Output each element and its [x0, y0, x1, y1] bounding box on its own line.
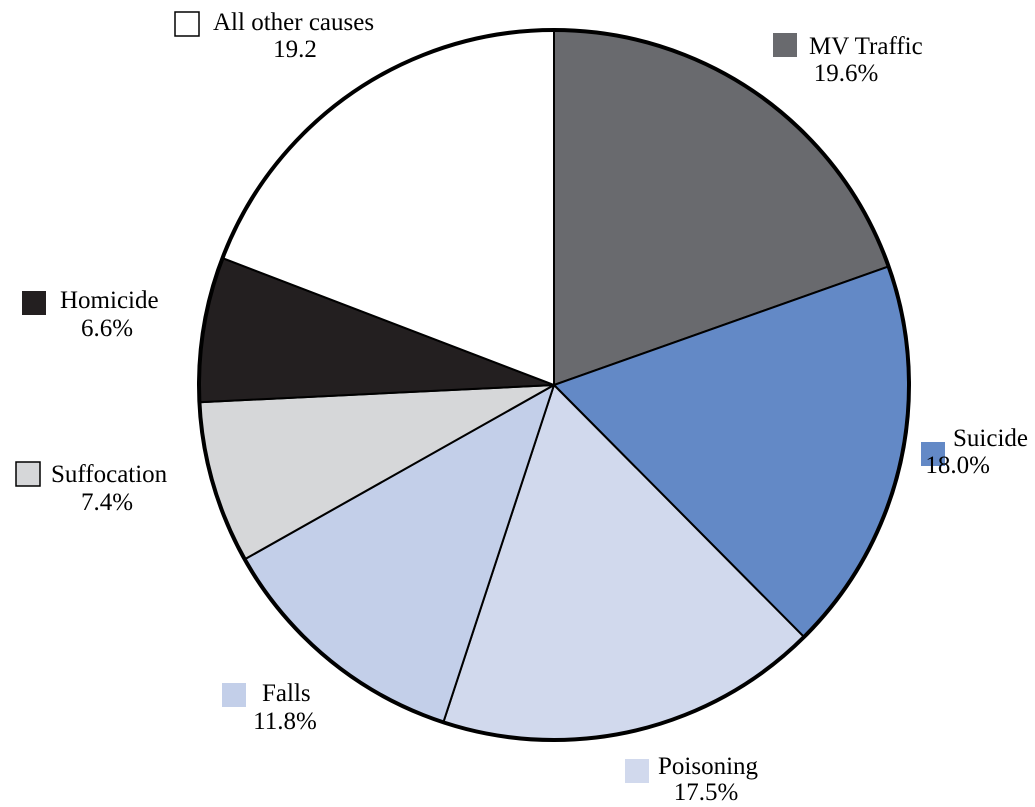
slice-value-poisoning: 17.5% [674, 779, 739, 806]
legend-swatch-mv-traffic [773, 33, 797, 57]
pie-slices [197, 28, 911, 742]
slice-value-homicide: 6.6% [81, 315, 133, 342]
legend-swatch-suicide [921, 442, 945, 466]
slice-label-suicide: Suicide [953, 425, 1028, 452]
slice-value-suffocation: 7.4% [81, 489, 133, 516]
slice-label-homicide: Homicide [60, 287, 159, 314]
slice-value-suicide: 18.0% [925, 452, 990, 479]
legend-swatch-falls [222, 683, 246, 707]
slice-label-all-other-causes: All other causes [213, 9, 374, 36]
legend-swatch-poisoning [625, 759, 649, 783]
legend-swatch-suffocation [15, 461, 41, 487]
slice-label-falls: Falls [262, 680, 311, 707]
slice-value-mv-traffic: 19.6% [814, 60, 879, 87]
slice-value-falls: 11.8% [253, 708, 317, 735]
slice-value-all-other-causes: 19.2 [273, 36, 317, 63]
legend-swatch-homicide [22, 291, 46, 315]
slice-label-mv-traffic: MV Traffic [809, 33, 923, 60]
legend-swatch-all-other-causes [174, 11, 200, 37]
slice-label-suffocation: Suffocation [51, 461, 168, 488]
pie-outline [197, 28, 911, 742]
slice-label-poisoning: Poisoning [658, 753, 759, 780]
